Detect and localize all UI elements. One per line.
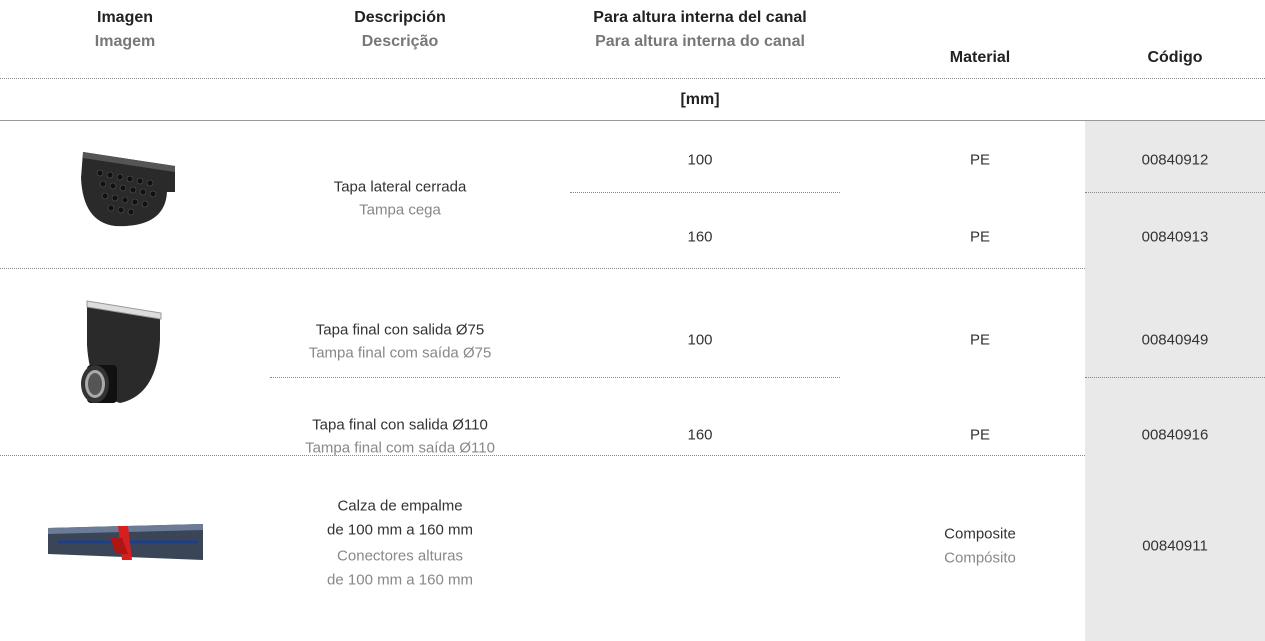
- height: 160: [687, 426, 713, 444]
- description: Tapa final con salida Ø110: [312, 416, 488, 434]
- product-image: [81, 300, 162, 403]
- divider: [0, 268, 1085, 269]
- header-label: Para altura interna del canal: [593, 9, 807, 26]
- header-label: Código: [1147, 49, 1203, 66]
- header-label: Descrição: [361, 33, 439, 50]
- description: Tapa lateral cerrada: [333, 178, 467, 196]
- description-pt: de 100 mm a 160 mm: [327, 571, 473, 589]
- product-image: [48, 524, 203, 560]
- product-image: [81, 152, 175, 227]
- description: Tapa final con salida Ø75: [315, 321, 485, 339]
- description-pt: Conectores alturas: [337, 547, 463, 565]
- divider: [570, 192, 840, 193]
- height: 100: [687, 151, 713, 169]
- divider: [1085, 192, 1265, 193]
- header-label: Imagen: [96, 9, 154, 26]
- divider: [270, 377, 840, 378]
- code: 00840913: [1141, 228, 1209, 246]
- height: 160: [687, 228, 713, 246]
- header-label: Descripción: [354, 9, 446, 26]
- material: Composite: [944, 525, 1016, 543]
- code: 00840949: [1141, 331, 1209, 349]
- header-label: Material: [949, 49, 1011, 66]
- divider: [0, 120, 1265, 121]
- material-pt: Compósito: [944, 549, 1016, 567]
- height: 100: [687, 331, 713, 349]
- header-label: Para altura interna do canal: [595, 33, 805, 50]
- description-pt: Tampa cega: [359, 201, 441, 219]
- divider: [0, 78, 1265, 79]
- divider: [0, 455, 1085, 456]
- divider: [1085, 377, 1265, 378]
- material: PE: [969, 228, 991, 246]
- description: de 100 mm a 160 mm: [327, 521, 473, 539]
- material: PE: [969, 331, 991, 349]
- code: 00840916: [1141, 426, 1209, 444]
- header-label: Imagem: [94, 33, 156, 50]
- code: 00840911: [1142, 537, 1208, 555]
- material: PE: [969, 426, 991, 444]
- unit-label: [mm]: [680, 91, 720, 108]
- description-pt: Tampa final com saída Ø110: [305, 439, 495, 457]
- material: PE: [969, 151, 991, 169]
- description: Calza de empalme: [337, 497, 463, 515]
- code-column-bg: [1085, 121, 1265, 641]
- description-pt: Tampa final com saída Ø75: [308, 344, 492, 362]
- code: 00840912: [1141, 151, 1209, 169]
